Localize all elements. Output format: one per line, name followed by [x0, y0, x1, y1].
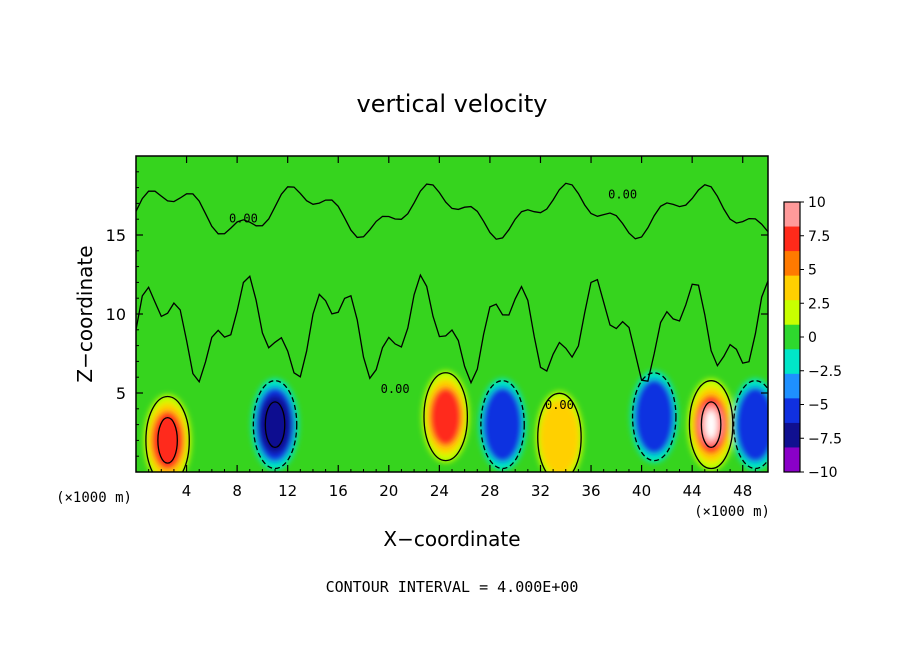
colorbar-tick-label: 2.5 [808, 296, 830, 312]
colorbar-swatch [784, 398, 800, 424]
x-tick-label: 24 [430, 482, 449, 500]
colorbar: 10 7.5 5 2.5 0 −2.5 −5 −7.5 −10 [783, 195, 842, 481]
colorbar-swatch [784, 251, 800, 277]
colorbar-tick-label: 5 [808, 263, 817, 279]
contour-line [157, 416, 178, 464]
contour-lines [136, 182, 768, 472]
colorbar-swatch [784, 300, 800, 326]
colorbar-tick-label: 10 [808, 195, 826, 211]
x-tick-label: 12 [278, 482, 297, 500]
contour-line [480, 380, 525, 470]
x-tick-label: 48 [733, 482, 752, 500]
velocity-blob [429, 387, 462, 446]
chart-title: vertical velocity [357, 90, 548, 118]
colorbar-tick-label: −7.5 [808, 431, 842, 447]
x-axis: 4 8 12 16 20 24 28 32 36 40 44 48 [148, 156, 756, 500]
y-axis-label: Z−coordinate [73, 245, 97, 382]
contour-line [700, 401, 722, 449]
contour-line [423, 372, 469, 462]
zero-contour [136, 182, 768, 240]
contour-line [631, 372, 677, 462]
y-tick-label: 5 [116, 384, 126, 403]
x-tick-label: 8 [232, 482, 242, 500]
x-tick-label: 36 [581, 482, 600, 500]
x-tick-label: 20 [379, 482, 398, 500]
x-tick-label: 44 [683, 482, 702, 500]
contour-line [537, 392, 582, 472]
velocity-blob [634, 379, 675, 455]
velocity-blob [735, 387, 768, 463]
x-tick-label: 4 [182, 482, 192, 500]
x-unit-right: (×1000 m) [694, 504, 770, 520]
y-tick-label: 15 [106, 226, 126, 245]
colorbar-swatch [784, 447, 800, 473]
x-tick-label: 28 [480, 482, 499, 500]
contour-label: 0.00 [545, 398, 574, 412]
colorbar-tick-label: −10 [808, 465, 838, 481]
colorbar-swatch [784, 349, 800, 375]
contour-line [733, 380, 768, 470]
colorbar-swatch [784, 275, 800, 301]
colorbar-tick-label: 0 [808, 330, 817, 346]
contour-line [688, 380, 734, 470]
x-tick-label: 16 [329, 482, 348, 500]
colorbar-swatch [784, 324, 800, 350]
colorbar-swatch [784, 422, 800, 448]
colorbar-swatch [784, 373, 800, 399]
velocity-blob [151, 411, 184, 470]
colorbar-tick-label: 7.5 [808, 229, 830, 245]
plot-area: 0.00 0.00 0.00 0.00 [135, 155, 769, 473]
x-axis-label: X−coordinate [383, 527, 520, 551]
y-axis: 5 10 15 [106, 171, 768, 457]
colorbar-swatch [784, 226, 800, 252]
contour-labels: 0.00 0.00 0.00 0.00 [229, 188, 637, 412]
contour-line [264, 401, 286, 449]
colorbar-tick-label: −5 [808, 398, 829, 414]
zero-contour [136, 273, 768, 385]
contour-label: 0.00 [381, 382, 410, 396]
contour-label: 0.00 [229, 211, 258, 225]
velocity-blob [539, 399, 580, 472]
contour-line [252, 380, 298, 470]
colorbar-swatch [784, 202, 800, 228]
colorbar-tick-label: −2.5 [808, 364, 842, 380]
x-unit-left: (×1000 m) [56, 490, 132, 506]
contour-line [145, 395, 190, 472]
contour-interval-note: CONTOUR INTERVAL = 4.000E+00 [326, 578, 579, 596]
velocity-peak [705, 410, 717, 440]
x-tick-label: 32 [531, 482, 550, 500]
velocity-blob [482, 387, 523, 463]
x-tick-label: 40 [632, 482, 651, 500]
contour-label: 0.00 [608, 188, 637, 202]
velocity-blob [259, 395, 291, 454]
y-tick-label: 10 [106, 305, 126, 324]
